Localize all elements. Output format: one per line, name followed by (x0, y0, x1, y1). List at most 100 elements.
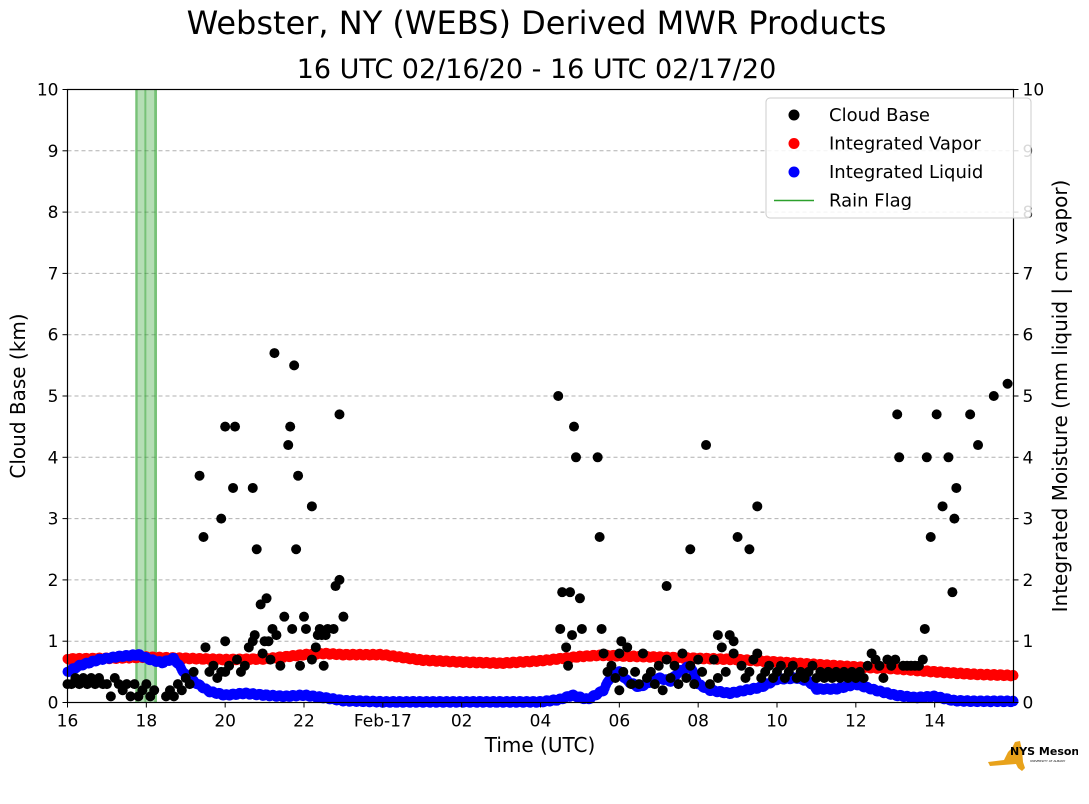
y-tick-label-left: 10 (37, 81, 59, 101)
cloud-base-point (622, 642, 633, 653)
cloud-base-point (693, 654, 704, 665)
cloud-base-point (592, 452, 603, 463)
cloud-base-point (105, 691, 116, 702)
y-tick-label-right: 6 (1023, 326, 1034, 346)
y-tick-label-right: 1 (1023, 632, 1034, 652)
chart-title: Webster, NY (WEBS) Derived MWR Products (186, 4, 887, 42)
cloud-base-point (614, 648, 625, 659)
cloud-base-point (300, 623, 311, 634)
nys-mesonet-logo: NYS Mesonet UNIVERSITY AT ALBANY (988, 741, 1078, 771)
axes: 00112233445566778899101016182022Feb-1702… (37, 81, 1044, 732)
cloud-base-point (230, 421, 241, 432)
cloud-base-point (251, 544, 262, 555)
legend: Cloud Base Integrated Vapor Integrated Liq… (765, 97, 1032, 219)
x-tick-label: 22 (293, 712, 315, 732)
cloud-base-point (708, 654, 719, 665)
cloud-base-point (216, 513, 227, 524)
cloud-base-point (925, 531, 936, 542)
cloud-base-point (263, 636, 274, 647)
cloud-base-point (293, 470, 304, 481)
x-tick-label: 08 (687, 712, 709, 732)
cloud-base-point (198, 531, 209, 542)
cloud-base-point (949, 513, 960, 524)
cloud-base-point (129, 679, 140, 690)
cloud-base-point (334, 409, 345, 420)
cloud-base-point (728, 648, 739, 659)
cloud-base-point (101, 679, 112, 690)
cloud-base-point (689, 679, 700, 690)
cloud-base-point (275, 660, 286, 671)
cloud-base-point (951, 482, 962, 493)
cloud-base-point (736, 660, 747, 671)
x-tick-label: 14 (924, 712, 946, 732)
cloud-base-point (630, 666, 641, 677)
cloud-base-point (807, 660, 818, 671)
cloud-base-point (744, 666, 755, 677)
cloud-base-point (570, 452, 581, 463)
cloud-base-point (606, 660, 617, 671)
cloud-base-point (862, 660, 873, 671)
cloud-base-point (764, 660, 775, 671)
y-tick-label-right: 10 (1023, 81, 1045, 101)
cloud-base-point (569, 421, 580, 432)
cloud-base-point (744, 544, 755, 555)
x-tick-label: 20 (214, 712, 236, 732)
cloud-base-point (685, 660, 696, 671)
cloud-base-point (291, 544, 302, 555)
cloud-base-point (712, 630, 723, 641)
cloud-base-point (176, 685, 187, 696)
cloud-base-point (228, 482, 239, 493)
cloud-base-point (752, 501, 763, 512)
cloud-base-point (775, 660, 786, 671)
cloud-base-point (988, 391, 999, 401)
cloud-base-point (318, 660, 329, 671)
cloud-base-point (121, 679, 132, 690)
cloud-base-point (561, 642, 572, 653)
cloud-base-point (249, 630, 260, 641)
cloud-base-point (563, 660, 574, 671)
cloud-base-point (634, 679, 645, 690)
cloud-base-point (598, 648, 609, 659)
cloud-base-point (874, 660, 885, 671)
cloud-base-point (614, 685, 625, 696)
y-tick-label-right: 5 (1023, 387, 1034, 407)
x-tick-label: 04 (530, 712, 552, 732)
cloud-base-point (720, 666, 731, 677)
x-tick-label: 16 (57, 712, 79, 732)
cloud-base-point (184, 679, 195, 690)
y-tick-label-left: 5 (48, 387, 59, 407)
grid-lines (67, 150, 1014, 642)
cloud-base-point (338, 611, 349, 622)
cloud-base-point (295, 660, 306, 671)
cloud-base-point (701, 440, 712, 451)
cloud-base-point (188, 666, 199, 677)
cloud-base-point (553, 391, 564, 401)
cloud-base-point (565, 587, 576, 598)
cloud-base-point (732, 531, 743, 542)
cloud-base-point (220, 636, 231, 647)
rain-flag-line (144, 89, 147, 703)
x-axis-label: Time (UTC) (484, 733, 596, 757)
cloud-base-point (665, 672, 676, 683)
cloud-base-point (728, 636, 739, 647)
cloud-base-point (257, 648, 268, 659)
legend-label: Integrated Liquid (829, 162, 983, 183)
x-tick-label: 12 (845, 712, 867, 732)
cloud-base-point (239, 660, 250, 671)
cloud-base-point (247, 482, 258, 493)
cloud-base-point (265, 654, 276, 665)
cloud-base-point (673, 679, 684, 690)
cloud-base-point (637, 648, 648, 659)
y-tick-label-right: 7 (1023, 264, 1034, 284)
new-york-state-shape (988, 741, 1025, 771)
x-tick-label: 18 (136, 712, 158, 732)
y-tick-label-left: 8 (48, 203, 59, 223)
y-tick-label-right: 0 (1023, 694, 1034, 714)
cloud-base-point (917, 654, 928, 665)
cloud-base-point (937, 501, 948, 512)
cloud-base-point (596, 623, 607, 634)
cloud-base-point (271, 630, 282, 641)
y-tick-label-right: 3 (1023, 510, 1034, 530)
